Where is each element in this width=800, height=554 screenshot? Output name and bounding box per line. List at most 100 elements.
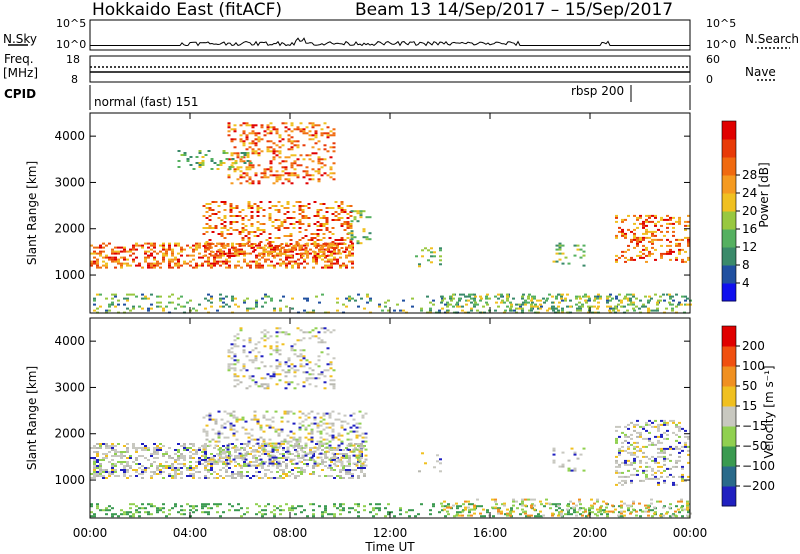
velocity-cell: [259, 424, 263, 427]
power-cell: [645, 224, 648, 227]
velocity-cell: [183, 513, 186, 516]
power-cell: [333, 244, 336, 247]
power-cell: [306, 254, 309, 257]
velocity-cell: [686, 500, 689, 503]
power-cell: [90, 260, 93, 263]
velocity-cell: [290, 367, 294, 370]
velocity-cell: [289, 430, 293, 433]
velocity-cell: [633, 425, 636, 428]
velocity-cell: [303, 469, 306, 471]
power-cell: [177, 303, 180, 306]
velocity-cell: [315, 443, 318, 445]
velocity-cell: [578, 508, 581, 511]
power-cell: [615, 260, 618, 263]
velocity-cell: [244, 428, 248, 431]
power-cell: [668, 293, 671, 296]
power-cell: [648, 220, 651, 223]
power-cell: [150, 244, 153, 247]
velocity-cell: [217, 460, 221, 463]
velocity-cell: [99, 473, 102, 475]
velocity-cell: [632, 508, 635, 511]
velocity-cell: [629, 512, 632, 515]
power-cell: [636, 254, 639, 257]
power-cell: [126, 262, 129, 265]
nsky-panel: N.Sky 10^5 10^0 10^5 10^0 N.Search: [3, 17, 799, 51]
velocity-cell: [674, 510, 677, 513]
power-cell: [247, 219, 251, 221]
power-cell: [159, 250, 162, 253]
power-cell: [208, 203, 212, 205]
velocity-cell: [271, 416, 275, 419]
velocity-cell: [542, 514, 545, 517]
power-cell: [275, 180, 279, 183]
power-cell: [307, 207, 311, 209]
velocity-cell: [168, 447, 171, 449]
velocity-cell: [226, 462, 230, 465]
velocity-cell: [439, 462, 442, 465]
power-cell: [566, 293, 569, 296]
velocity-cell: [276, 477, 279, 479]
velocity-cell: [304, 452, 308, 455]
velocity-cell: [352, 424, 356, 427]
power-cell: [226, 229, 230, 231]
power-cell: [336, 258, 339, 261]
power-cell: [253, 235, 257, 237]
velocity-colorbar-label-tick: −100: [742, 459, 775, 473]
velocity-cell: [262, 414, 266, 417]
velocity-cell: [650, 498, 653, 501]
power-cell: [294, 262, 297, 265]
power-cell: [660, 244, 663, 247]
power-cell: [343, 229, 347, 231]
power-cell: [316, 245, 320, 247]
power-cell: [210, 295, 213, 298]
velocity-cell: [90, 511, 93, 514]
velocity-cell: [663, 469, 666, 472]
velocity-ytick-label: 4000: [54, 334, 85, 348]
velocity-cell: [156, 511, 159, 514]
power-cell: [283, 251, 287, 253]
power-cell: [295, 253, 299, 255]
power-cell: [150, 266, 153, 269]
power-cell: [138, 262, 141, 265]
power-cell: [284, 172, 288, 175]
power-cell: [120, 264, 123, 267]
velocity-cell: [666, 475, 669, 478]
velocity-cell: [153, 461, 156, 463]
velocity-cell: [162, 465, 165, 467]
power-cell: [345, 305, 348, 308]
velocity-cell: [244, 452, 248, 455]
power-cell: [144, 256, 147, 259]
velocity-cell: [204, 511, 207, 514]
velocity-cell: [232, 414, 236, 417]
velocity-cell: [96, 507, 99, 510]
power-cell: [620, 299, 623, 302]
power-cell: [277, 225, 281, 227]
velocity-cell: [328, 412, 332, 415]
power-cell: [315, 258, 318, 261]
velocity-cell: [348, 469, 351, 471]
velocity-cell: [533, 508, 536, 511]
power-cell: [624, 232, 627, 235]
velocity-cell: [282, 443, 285, 445]
power-cell: [336, 309, 339, 312]
power-cell: [666, 293, 669, 296]
power-cell: [316, 213, 320, 215]
power-cell: [278, 134, 282, 137]
power-cell: [627, 214, 630, 217]
power-cell: [150, 248, 153, 251]
velocity-cell: [171, 457, 174, 459]
power-cell: [99, 293, 102, 296]
velocity-cell: [552, 453, 556, 456]
power-cell: [222, 305, 225, 308]
velocity-cell: [302, 355, 306, 358]
velocity-cell: [248, 385, 252, 388]
power-cell: [418, 263, 421, 266]
velocity-cell: [364, 432, 368, 435]
velocity-cell: [177, 451, 180, 453]
velocity-cell: [345, 465, 348, 467]
velocity-cell: [126, 443, 129, 445]
velocity-cell: [251, 361, 255, 364]
power-cell: [321, 258, 324, 261]
velocity-cell: [201, 505, 204, 508]
velocity-cell: [180, 467, 183, 469]
